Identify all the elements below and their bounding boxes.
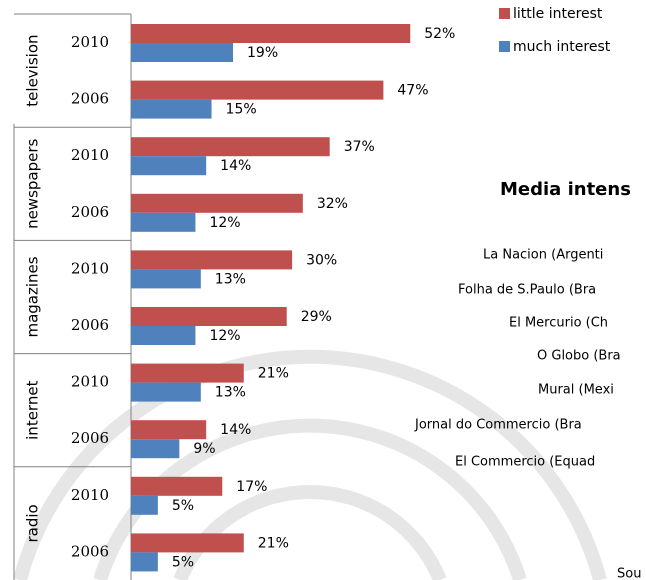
bar bbox=[131, 364, 244, 383]
bar bbox=[131, 213, 195, 232]
bar bbox=[131, 269, 201, 288]
value-label: 17% bbox=[236, 479, 267, 495]
legend-swatch bbox=[499, 41, 510, 52]
legend-label: much interest bbox=[513, 39, 611, 55]
value-label: 21% bbox=[258, 366, 289, 382]
group-label: internet bbox=[24, 380, 42, 439]
bar bbox=[131, 81, 383, 100]
value-label: 32% bbox=[317, 196, 348, 212]
value-label: 12% bbox=[209, 328, 240, 344]
category-label: 2006 bbox=[71, 542, 109, 560]
bar bbox=[131, 194, 303, 213]
side-title: Media intens bbox=[500, 179, 631, 200]
category-label: 2006 bbox=[71, 90, 109, 108]
group-label: television bbox=[24, 34, 42, 106]
side-item: La Nacion (Argenti bbox=[483, 248, 603, 263]
value-label: 9% bbox=[193, 441, 215, 457]
group-label: magazines bbox=[24, 256, 42, 337]
bar bbox=[131, 250, 292, 269]
value-label: 13% bbox=[215, 385, 246, 401]
category-label: 2006 bbox=[71, 203, 109, 221]
value-label: 19% bbox=[247, 45, 278, 61]
bar bbox=[131, 156, 206, 175]
value-label: 5% bbox=[172, 498, 194, 514]
category-label: 2010 bbox=[71, 373, 109, 391]
value-label: 30% bbox=[306, 252, 337, 268]
category-label: 2010 bbox=[71, 486, 109, 504]
value-label: 12% bbox=[209, 215, 240, 231]
side-item: Mural (Mexi bbox=[538, 383, 614, 398]
bar bbox=[131, 477, 222, 496]
bar bbox=[131, 307, 287, 326]
value-label: 47% bbox=[397, 83, 428, 99]
value-label: 21% bbox=[258, 535, 289, 551]
value-label: 29% bbox=[301, 309, 332, 325]
side-item: O Globo (Bra bbox=[537, 349, 621, 364]
category-label: 2010 bbox=[71, 146, 109, 164]
side-item: El Mercurio (Ch bbox=[509, 316, 608, 331]
side-item: El Commercio (Equad bbox=[455, 455, 595, 470]
category-label: 2006 bbox=[71, 316, 109, 334]
value-label: 14% bbox=[220, 158, 251, 174]
chart: Media intens La Nacion (Argenti Folha de… bbox=[0, 0, 646, 580]
bar bbox=[131, 552, 158, 571]
group-label: radio bbox=[24, 504, 42, 542]
side-source: Sou bbox=[617, 567, 641, 580]
bar bbox=[131, 533, 244, 552]
category-label: 2010 bbox=[71, 33, 109, 51]
bar bbox=[131, 420, 206, 439]
group-label: newspapers bbox=[24, 138, 42, 228]
bar bbox=[131, 100, 212, 119]
value-label: 37% bbox=[344, 139, 375, 155]
bar bbox=[131, 24, 410, 43]
category-label: 2006 bbox=[71, 429, 109, 447]
bar bbox=[131, 326, 195, 345]
legend-swatch bbox=[499, 8, 510, 19]
legend-label: little interest bbox=[513, 6, 603, 22]
value-label: 5% bbox=[172, 554, 194, 570]
value-label: 15% bbox=[226, 102, 257, 118]
bar bbox=[131, 137, 330, 156]
value-label: 13% bbox=[215, 271, 246, 287]
value-label: 52% bbox=[424, 26, 455, 42]
side-item: Folha de S.Paulo (Bra bbox=[458, 283, 596, 298]
category-label: 2010 bbox=[71, 259, 109, 277]
side-item: Jornal do Commercio (Bra bbox=[414, 418, 582, 433]
bar bbox=[131, 43, 233, 62]
bar bbox=[131, 496, 158, 515]
bar bbox=[131, 383, 201, 402]
bar bbox=[131, 439, 179, 458]
value-label: 14% bbox=[220, 422, 251, 438]
